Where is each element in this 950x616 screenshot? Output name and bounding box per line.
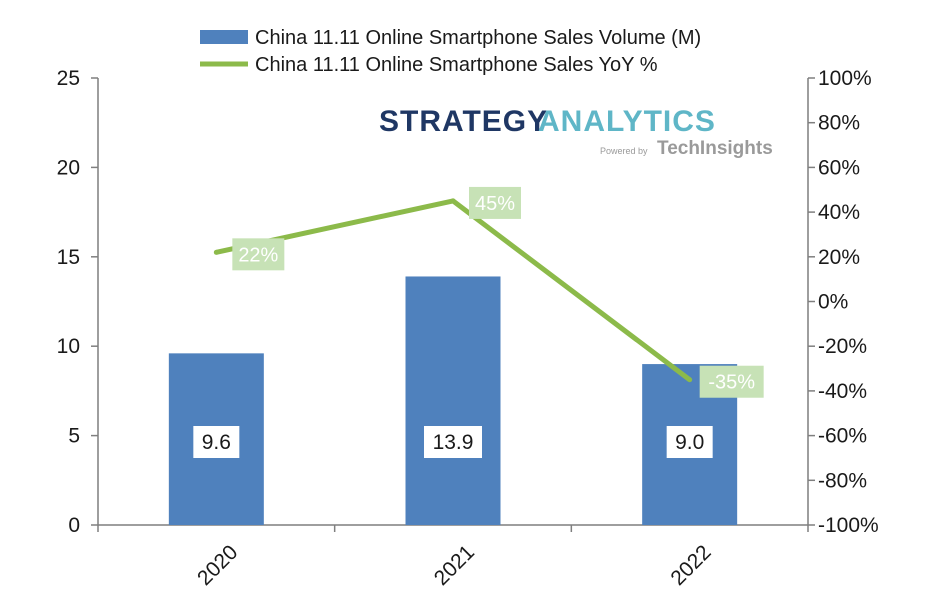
left-tick-label: 20 [57, 156, 80, 179]
yoy-data-label: 22% [238, 244, 278, 266]
right-tick-label: 60% [818, 156, 860, 179]
logo-techinsights: TechInsights [657, 138, 773, 159]
yoy-line-series: 22% 45% -35% [213, 186, 764, 398]
yoy-point [450, 198, 456, 204]
bar-label-box [424, 426, 482, 458]
left-tick-label: 5 [68, 425, 80, 448]
logo-word-analytics: ANALYTICS [538, 105, 716, 138]
bar-label-box [193, 426, 240, 458]
right-tick-label: 80% [818, 112, 860, 135]
bar [405, 276, 501, 525]
axes: 0 5 10 15 20 25 -100% -80% -60% -40% -20% 0% 20% 40% 6… [57, 67, 879, 590]
x-tick-label: 2021 [430, 541, 479, 590]
right-tick-label: 100% [818, 67, 872, 90]
right-tick-label: -80% [818, 469, 867, 492]
right-tick-label: -40% [818, 380, 867, 403]
yoy-data-label: 45% [475, 193, 515, 215]
right-tick-label: 0% [818, 291, 848, 314]
legend-bar-label: China 11.11 Online Smartphone Sales Volu… [255, 27, 701, 49]
right-tick-label: -60% [818, 425, 867, 448]
left-tick-label: 10 [57, 335, 80, 358]
right-tick-label: -20% [818, 335, 867, 358]
logo-powered-by: Powered by [600, 146, 648, 156]
yoy-point [687, 377, 693, 383]
yoy-point [213, 249, 219, 255]
bars: 9.6 13.9 9.0 [168, 276, 738, 525]
yoy-data-label: -35% [708, 372, 755, 394]
left-tick-label: 0 [68, 514, 80, 537]
bar-data-label: 13.9 [433, 431, 474, 454]
yoy-label-box [699, 365, 764, 398]
yoy-label-box [232, 238, 285, 271]
right-tick-label: 20% [818, 246, 860, 269]
x-tick-label: 2022 [666, 541, 715, 590]
strategy-analytics-logo: STRATEGY ANALYTICS Powered by TechInsigh… [379, 105, 773, 159]
legend-line-label: China 11.11 Online Smartphone Sales YoY … [255, 54, 658, 76]
legend: China 11.11 Online Smartphone Sales Volu… [200, 27, 701, 76]
bar-data-label: 9.6 [202, 431, 231, 454]
yoy-label-box [469, 186, 521, 219]
left-tick-label: 25 [57, 67, 80, 90]
left-tick-label: 15 [57, 246, 80, 269]
bar-label-box [666, 426, 713, 458]
legend-bar-swatch [200, 30, 248, 44]
x-tick-label: 2020 [193, 541, 242, 590]
logo-word-strategy: STRATEGY [379, 105, 548, 138]
right-tick-label: -100% [818, 514, 879, 537]
bar-data-label: 9.0 [675, 431, 704, 454]
right-tick-label: 40% [818, 201, 860, 224]
